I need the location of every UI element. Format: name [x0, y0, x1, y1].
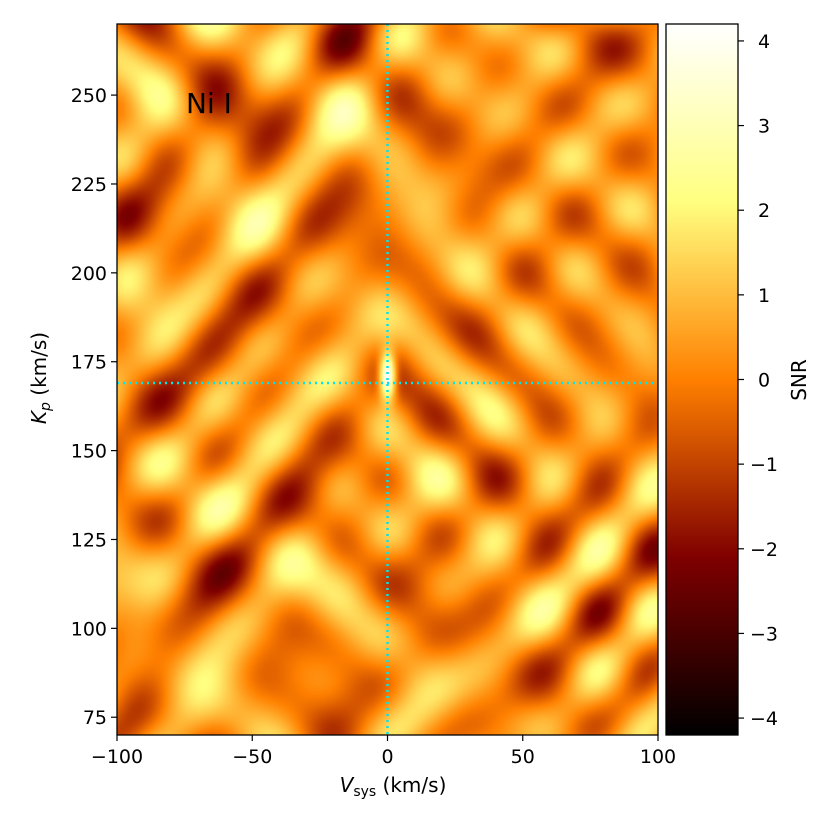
y-tick-label: 75 [83, 707, 107, 729]
x-tick-label: −50 [232, 746, 272, 768]
y-tick-label: 100 [71, 618, 107, 640]
y-tick-label: 150 [71, 441, 107, 463]
colorbar-tick-label: 3 [758, 116, 770, 138]
x-tick-label: 50 [511, 746, 535, 768]
colorbar-gradient [666, 24, 738, 735]
x-axis-ticks: −100 −50 0 50 100 [91, 735, 676, 768]
colorbar-tick-label: 0 [758, 370, 770, 392]
colorbar-tick-label: 1 [758, 285, 770, 307]
y-tick-label: 200 [71, 263, 107, 285]
x-axis-label: Vsys (km/s) [340, 773, 447, 800]
colorbar-tick-label: −3 [750, 623, 778, 645]
x-tick-label: −100 [91, 746, 143, 768]
y-axis-ticks: 75 100 125 150 175 200 225 250 [71, 85, 117, 729]
y-tick-label: 125 [71, 529, 107, 551]
y-tick-label: 175 [71, 352, 107, 374]
colorbar-tick-label: 2 [758, 200, 770, 222]
colorbar-label: SNR [787, 359, 811, 401]
colorbar-tick-label: −1 [750, 454, 778, 476]
x-tick-label: 0 [381, 746, 393, 768]
colorbar-ticks: −4 −3 −2 −1 0 1 2 3 4 [738, 31, 778, 730]
colorbar-tick-label: −4 [750, 708, 778, 730]
colorbar: −4 −3 −2 −1 0 1 2 3 4 SNR [665, 23, 811, 736]
x-tick-label: 100 [640, 746, 676, 768]
colorbar-tick-label: 4 [758, 31, 770, 53]
colorbar-tick-label: −2 [750, 539, 778, 561]
species-annotation: Ni I [186, 87, 232, 120]
y-tick-label: 250 [71, 85, 107, 107]
y-tick-label: 225 [71, 174, 107, 196]
y-axis-label: Kp (km/s) [27, 332, 54, 424]
